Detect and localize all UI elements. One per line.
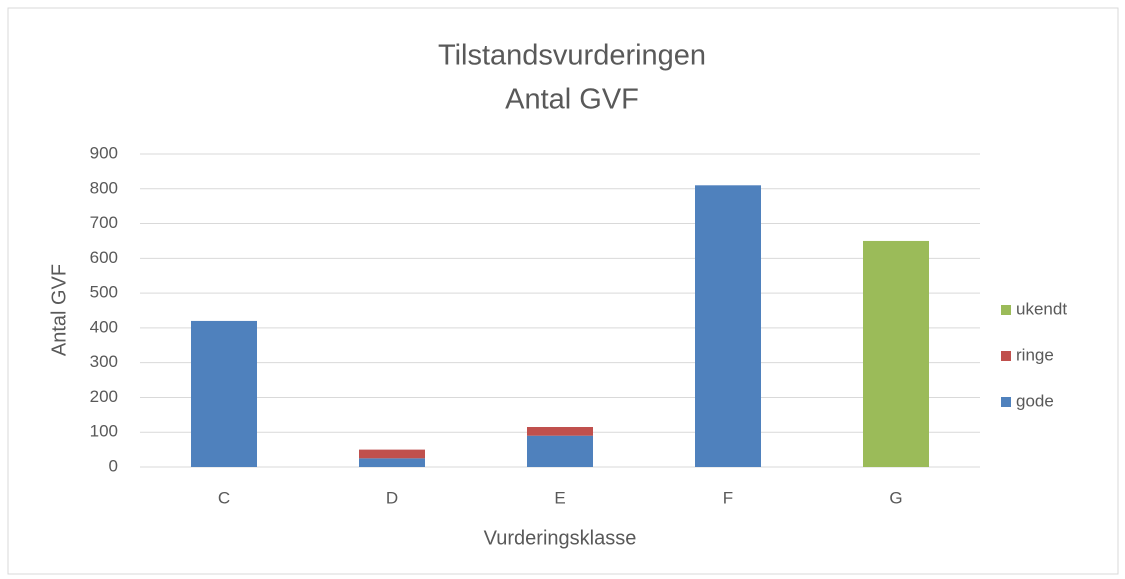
y-tick-label: 700 (90, 213, 118, 232)
bar-segment (695, 185, 761, 468)
y-tick-label: 500 (90, 283, 118, 302)
x-tick-label: D (386, 488, 398, 507)
legend-swatch (1001, 305, 1011, 315)
y-tick-label: 800 (90, 178, 118, 197)
bar-segment (359, 458, 425, 467)
y-tick-label: 200 (90, 387, 118, 406)
legend-swatch (1001, 351, 1011, 361)
y-tick-label: 400 (90, 317, 118, 336)
y-tick-label: 100 (90, 422, 118, 441)
y-axis-label: Antal GVF (48, 264, 70, 356)
legend-swatch (1001, 397, 1011, 407)
chart-title: Tilstandsvurderingen (438, 40, 706, 72)
legend-label: gode (1016, 391, 1054, 410)
y-tick-label: 300 (90, 352, 118, 371)
legend-label: ringe (1016, 345, 1054, 364)
y-tick-label: 900 (90, 143, 118, 162)
x-tick-label: F (723, 488, 733, 507)
chart-area (7, 7, 1119, 575)
y-tick-label: 600 (90, 248, 118, 267)
y-tick-label: 0 (109, 456, 118, 475)
legend-label: ukendt (1016, 299, 1067, 318)
x-axis-label: Vurderingsklasse (484, 527, 637, 549)
bar-segment (359, 449, 425, 459)
bar-segment (863, 240, 929, 467)
x-tick-label: C (218, 488, 230, 507)
bar-segment (191, 320, 257, 467)
x-tick-label: G (889, 488, 902, 507)
x-tick-label: E (554, 488, 565, 507)
bar-segment (527, 427, 593, 436)
bar-segment (527, 435, 593, 467)
chart-subtitle: Antal GVF (505, 84, 639, 116)
